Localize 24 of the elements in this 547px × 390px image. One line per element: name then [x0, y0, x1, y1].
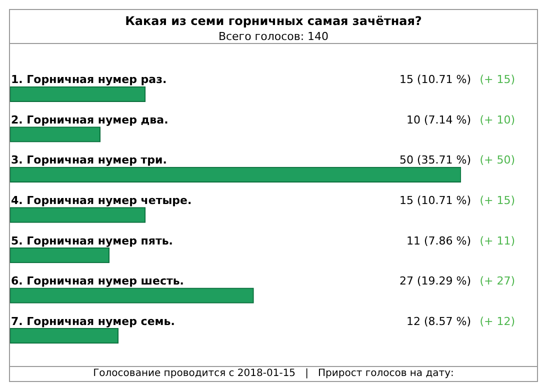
data-label: 11 (7.86 %) [406, 234, 471, 248]
text: (+ 15) [480, 73, 515, 86]
data-label: 12 (8.57 %) [406, 314, 471, 328]
text: (+ 12) [480, 314, 515, 328]
data-label: 15 (10.71 %) [399, 73, 471, 86]
text: (+ 50) [480, 154, 515, 167]
chart-subtitle: Всего голосов: 140 [217, 30, 330, 43]
y-tick-label: 1. Горничная нумер раз. [11, 73, 167, 86]
y-tick-label: 6. Горничная нумер шесть. [11, 274, 184, 288]
text: (+ 27) [480, 274, 515, 288]
y-tick-label: 4. Горничная нумер четыре. [11, 194, 192, 207]
text: (+ 15) [480, 194, 515, 207]
text: Голосование проводится с 2018-01-15 | Прирост голосов на дату: [93, 368, 454, 379]
y-tick-label: 2. Горничная нумер два. [11, 113, 168, 126]
text: (+ 10) [480, 113, 515, 126]
y-tick-label: 3. Горничная нумер три. [11, 154, 167, 167]
y-tick-label: 7. Горничная нумер семь. [11, 314, 175, 328]
data-label: 27 (19.29 %) [399, 274, 471, 288]
y-tick-label: 5. Горничная нумер пять. [11, 234, 173, 248]
text: (+ 11) [480, 234, 515, 248]
data-label: 10 (7.14 %) [406, 113, 471, 126]
chart-title: Какая из семи горничных самая зачётная? [124, 13, 423, 28]
data-label: 50 (35.71 %) [399, 154, 471, 167]
data-label: 15 (10.71 %) [399, 194, 471, 207]
